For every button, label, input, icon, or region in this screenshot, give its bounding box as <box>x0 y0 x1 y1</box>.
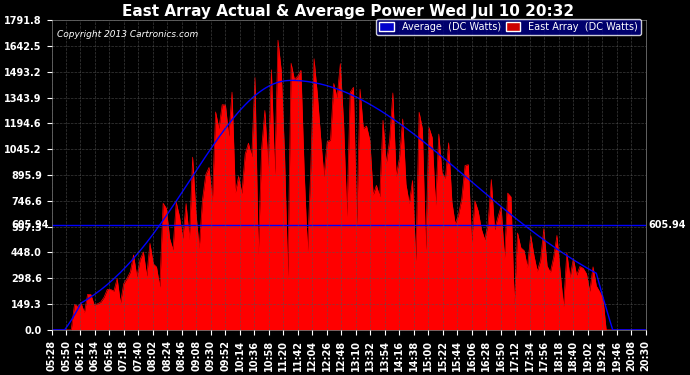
Legend: Average  (DC Watts), East Array  (DC Watts): Average (DC Watts), East Array (DC Watts… <box>377 19 641 35</box>
Text: 605.94: 605.94 <box>649 220 686 230</box>
Text: Copyright 2013 Cartronics.com: Copyright 2013 Cartronics.com <box>57 30 199 39</box>
Text: 605.94: 605.94 <box>11 220 49 230</box>
Title: East Array Actual & Average Power Wed Jul 10 20:32: East Array Actual & Average Power Wed Ju… <box>122 4 575 19</box>
